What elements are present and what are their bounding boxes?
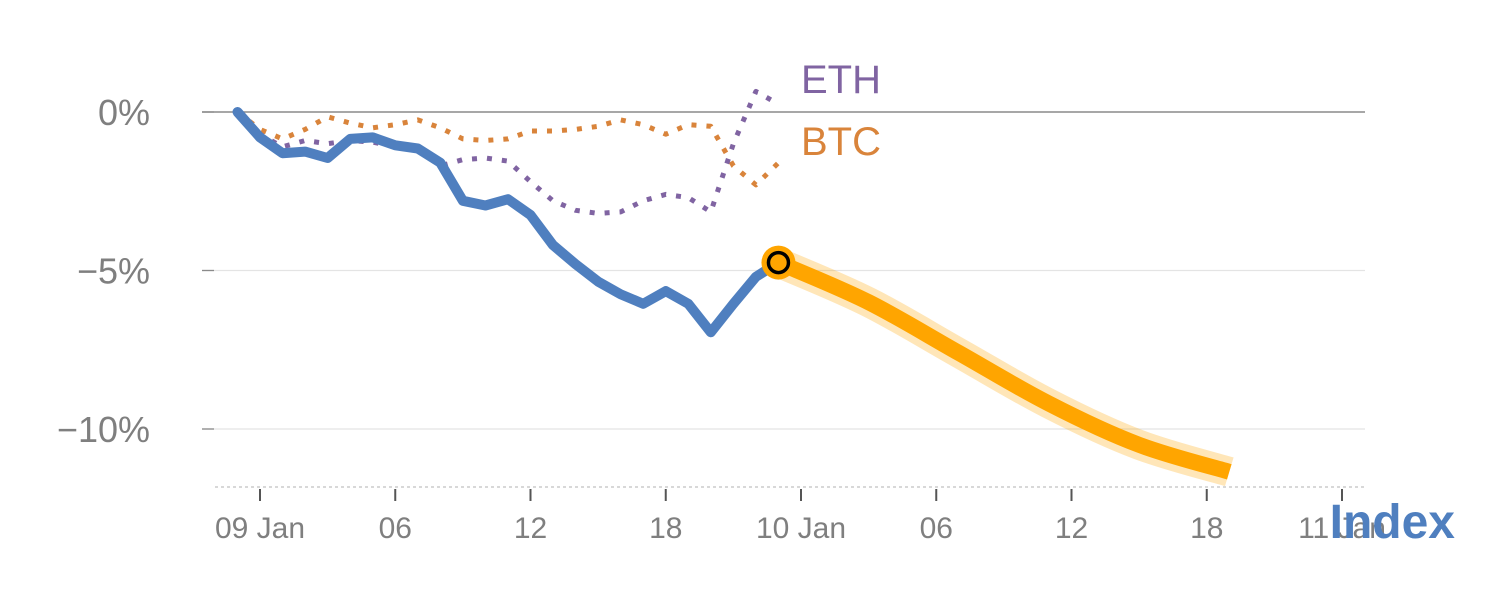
x-tick-label: 12 [514,512,547,545]
current-point-marker-ring [761,245,796,280]
y-tick-label: −5% [77,251,150,292]
x-tick-label: 18 [1190,512,1223,545]
labels-layer: Index ETH BTC [801,58,1455,549]
y-tick-label: −10% [57,409,150,450]
x-tick-label: 06 [920,512,953,545]
series-line-btc [235,110,781,188]
y-tick-label: 0% [98,92,150,133]
x-tick-label: 11 Jan [1298,512,1386,545]
series-line-index [232,107,784,338]
forecast-line [775,255,1232,480]
x-tick-label: 18 [649,512,682,545]
current-point-marker [766,250,791,275]
y-axis: 0% −5% −10% [57,92,214,450]
series-label-index: Index [1330,496,1456,549]
x-tick-label: 10 Jan [756,512,846,545]
x-axis: 09 Jan 06 12 18 10 Jan 06 12 18 11 Jan [215,486,1386,545]
x-tick-label: 09 Jan [215,512,305,545]
series-label-btc: BTC [801,120,881,164]
x-tick-label: 12 [1055,512,1088,545]
x-tick-label: 06 [379,512,412,545]
series-layer [232,88,1234,487]
series-label-eth: ETH [801,58,881,102]
